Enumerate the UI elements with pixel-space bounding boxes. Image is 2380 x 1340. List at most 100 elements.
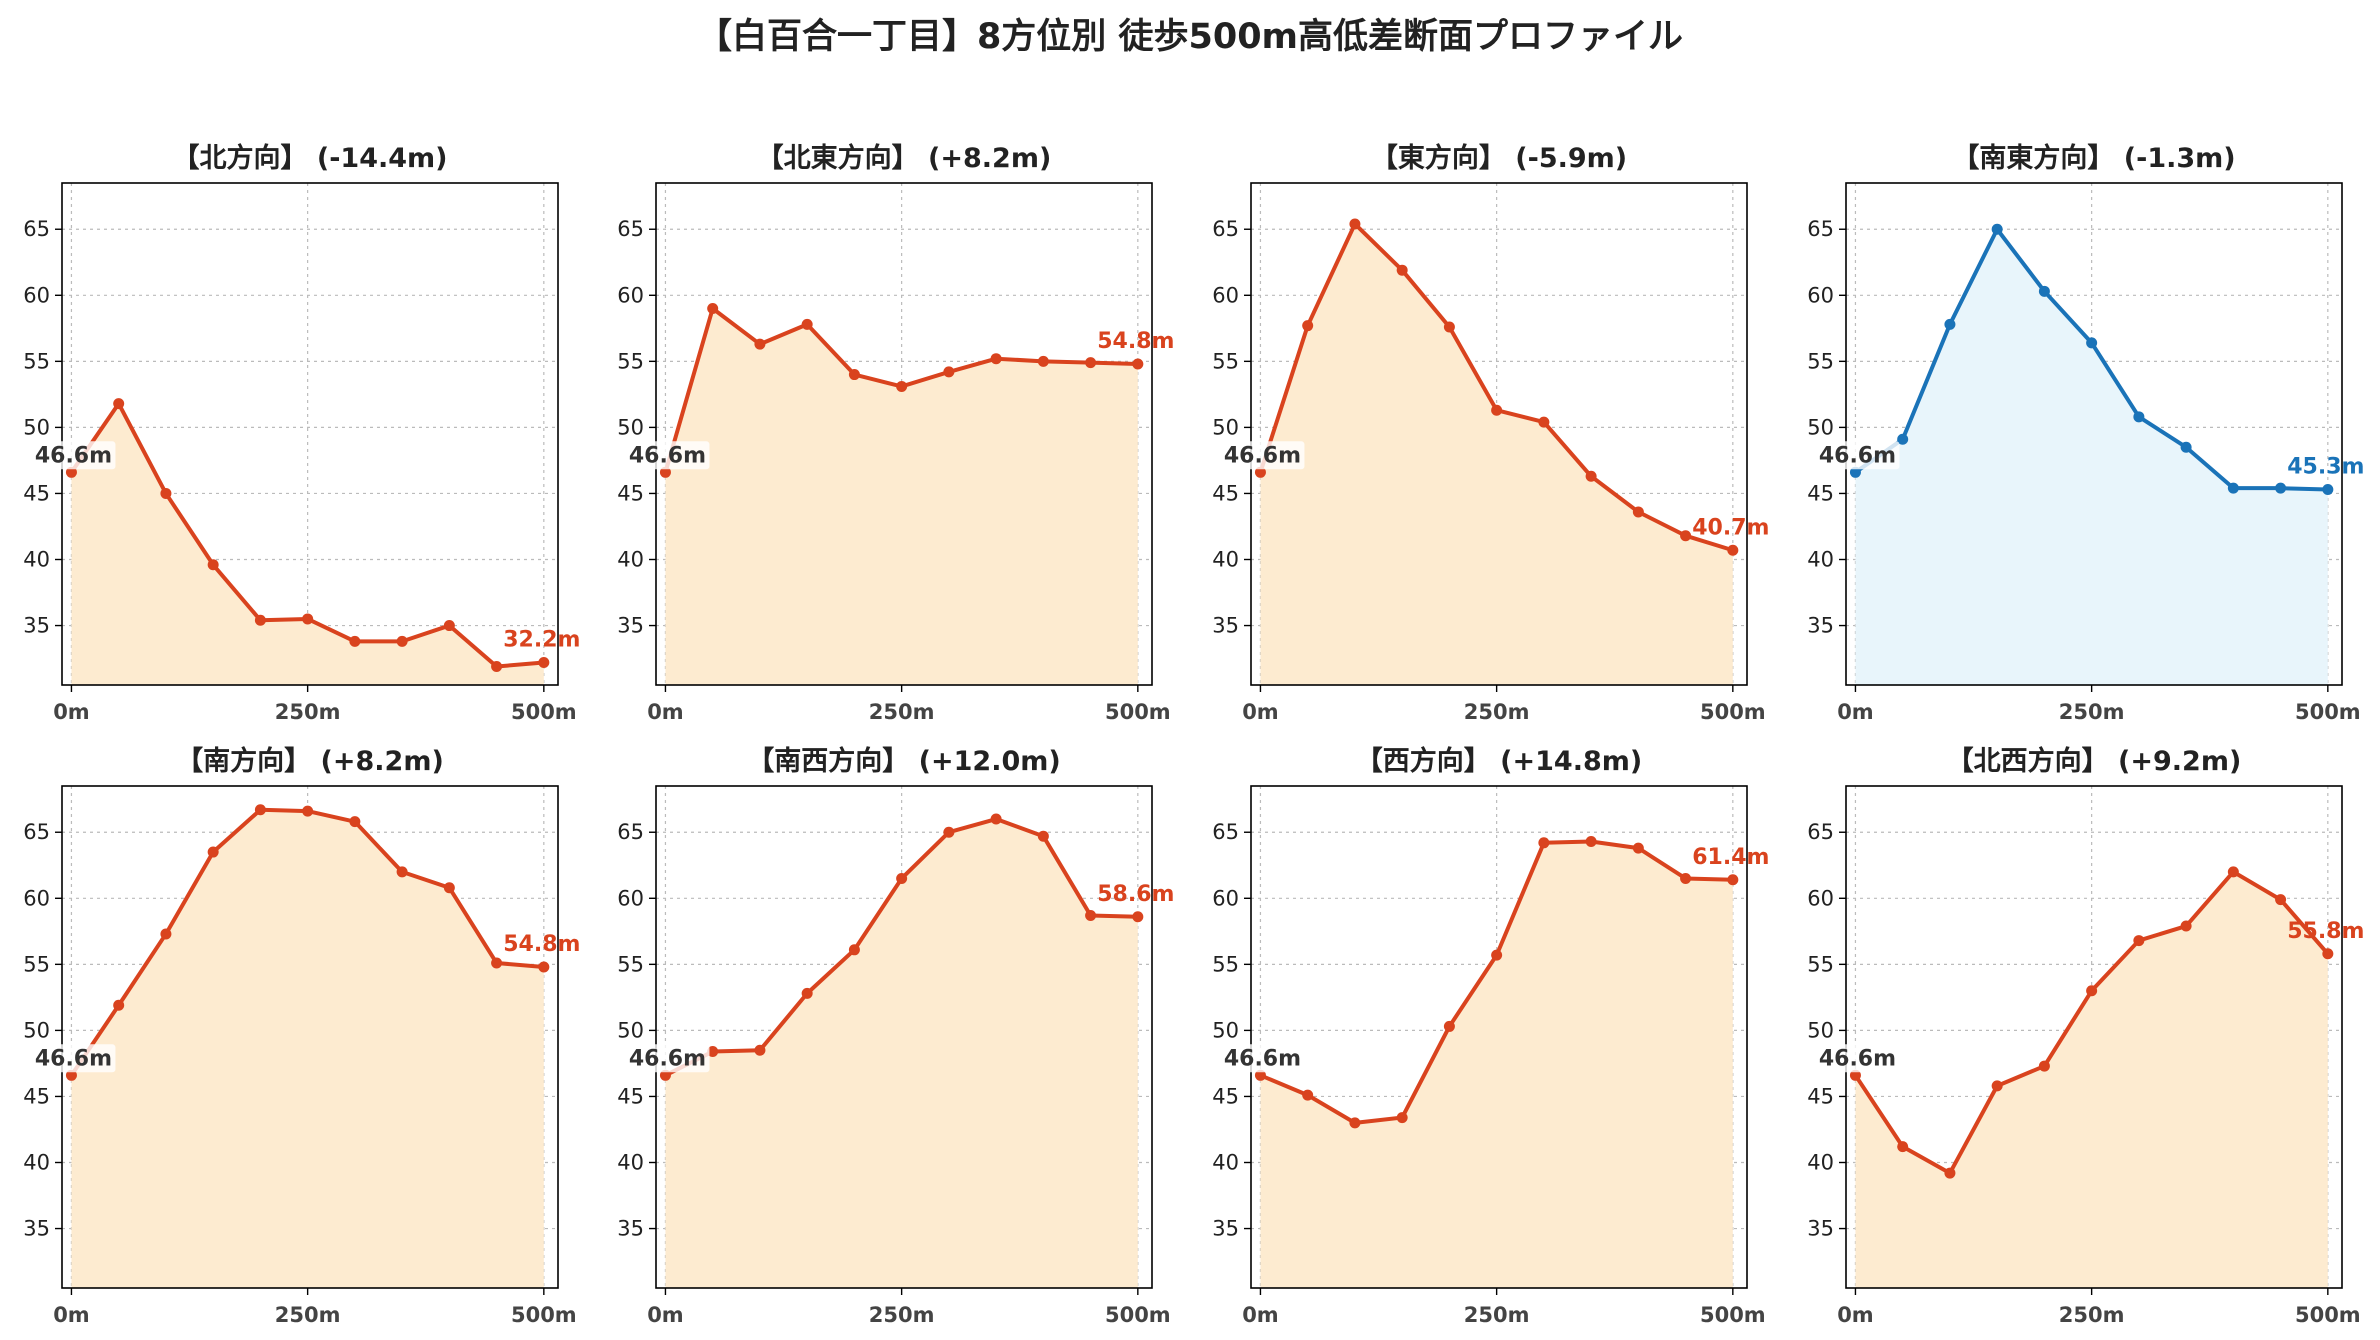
subplot-title: 【北東方向】 (+8.2m) <box>757 142 1052 174</box>
end-elevation-label: 54.8m <box>503 932 580 957</box>
x-tick-label: 500m <box>511 1303 577 1327</box>
y-tick-label: 55 <box>23 349 50 373</box>
data-point <box>1897 1141 1909 1153</box>
y-tick-label: 50 <box>23 415 50 439</box>
data-point <box>443 620 455 632</box>
data-point <box>801 318 813 330</box>
data-point <box>990 813 1002 825</box>
axes-frame <box>1250 785 1748 1289</box>
data-point <box>848 944 860 956</box>
subplot-2: 【北東方向】 (+8.2m) 35 40 45 50 55 60 65 0m 250m 500m 46… <box>617 142 1174 724</box>
data-point <box>1349 218 1361 230</box>
x-tick-label: 250m <box>1464 700 1530 724</box>
y-tick-label: 50 <box>1807 415 1834 439</box>
data-point <box>1396 264 1408 276</box>
axes-frame <box>1845 785 2343 1289</box>
data-point <box>2086 337 2098 349</box>
data-point <box>659 1069 671 1081</box>
data-point <box>1897 433 1909 445</box>
y-tick-label: 60 <box>617 283 644 307</box>
y-tick-label: 35 <box>23 1217 50 1241</box>
x-tick-label: 0m <box>53 1303 90 1327</box>
y-tick-label: 50 <box>1807 1018 1834 1042</box>
axes-frame <box>61 785 559 1289</box>
end-elevation-label: 61.4m <box>1692 845 1769 870</box>
y-tick-label: 35 <box>23 614 50 638</box>
y-tick-label: 65 <box>1212 820 1239 844</box>
y-tick-label: 35 <box>1807 1217 1834 1241</box>
data-point <box>113 398 125 410</box>
y-tick-label: 40 <box>23 548 50 572</box>
data-point <box>1396 1112 1408 1124</box>
y-tick-label: 35 <box>617 614 644 638</box>
data-point <box>1538 837 1550 849</box>
y-tick-label: 35 <box>1212 1217 1239 1241</box>
x-tick-label: 0m <box>1242 700 1279 724</box>
data-point <box>2086 985 2098 997</box>
subplot-1: 【北方向】 (-14.4m) 35 40 45 50 55 60 65 0m 250m 500m 46… <box>23 142 580 724</box>
subplot-8: 【北西方向】 (+9.2m) 35 40 45 50 55 60 65 0m 250m 500m 46… <box>1807 745 2364 1327</box>
data-point <box>1302 1089 1314 1101</box>
y-tick-label: 65 <box>23 217 50 241</box>
y-tick-label: 50 <box>617 1018 644 1042</box>
data-point <box>2038 285 2050 297</box>
y-tick-label: 40 <box>1807 548 1834 572</box>
y-tick-label: 65 <box>617 217 644 241</box>
data-point <box>707 1046 719 1058</box>
data-point <box>1991 223 2003 235</box>
y-tick-label: 45 <box>617 481 644 505</box>
data-point <box>2133 411 2145 423</box>
axes-frame <box>61 182 559 686</box>
y-tick-label: 65 <box>23 820 50 844</box>
area-fill <box>1260 223 1733 685</box>
data-point <box>1132 911 1144 923</box>
start-elevation-label: 46.6m <box>629 1046 706 1071</box>
y-tick-label: 55 <box>1212 952 1239 976</box>
data-point <box>2133 935 2145 947</box>
start-elevation-label: 46.6m <box>629 443 706 468</box>
data-point <box>302 805 314 817</box>
subplot-6: 【南西方向】 (+12.0m) 35 40 45 50 55 60 65 0m 250m 500m 4… <box>617 745 1174 1327</box>
data-point <box>491 661 503 673</box>
data-point <box>1491 949 1503 961</box>
data-point <box>160 928 172 940</box>
data-point <box>754 1044 766 1056</box>
subplot-title: 【北西方向】 (+9.2m) <box>1947 745 2242 777</box>
data-point <box>207 846 219 858</box>
data-point <box>1254 1069 1266 1081</box>
subplot-4: 【南東方向】 (-1.3m) 35 40 45 50 55 60 65 0m 250m 500m 46… <box>1807 142 2364 724</box>
x-tick-label: 0m <box>1242 1303 1279 1327</box>
start-label-backdrop <box>627 441 710 470</box>
data-point <box>349 816 361 828</box>
data-point <box>1349 1117 1361 1129</box>
end-elevation-label: 55.8m <box>2287 919 2364 944</box>
x-tick-label: 250m <box>275 1303 341 1327</box>
start-label-backdrop <box>1817 441 1900 470</box>
data-point <box>1132 358 1144 370</box>
start-label-backdrop <box>627 1044 710 1073</box>
data-point <box>1302 320 1314 332</box>
start-elevation-label: 46.6m <box>1819 1046 1896 1071</box>
data-point <box>1944 1167 1956 1179</box>
data-point <box>848 369 860 381</box>
x-tick-label: 500m <box>1105 700 1171 724</box>
data-point <box>491 957 503 969</box>
y-tick-label: 55 <box>617 952 644 976</box>
y-tick-label: 60 <box>1212 283 1239 307</box>
area-fill <box>71 403 544 685</box>
data-point <box>1727 874 1739 886</box>
data-point <box>1585 835 1597 847</box>
data-point <box>1632 506 1644 518</box>
x-tick-label: 0m <box>1837 1303 1874 1327</box>
x-tick-label: 0m <box>647 700 684 724</box>
y-tick-label: 45 <box>23 1084 50 1108</box>
y-tick-label: 45 <box>1807 1084 1834 1108</box>
y-tick-label: 65 <box>1807 820 1834 844</box>
y-tick-label: 50 <box>23 1018 50 1042</box>
data-point <box>896 872 908 884</box>
data-point <box>1585 470 1597 482</box>
y-tick-label: 60 <box>23 283 50 307</box>
y-tick-label: 60 <box>23 886 50 910</box>
y-tick-label: 45 <box>1212 1084 1239 1108</box>
data-point <box>754 338 766 350</box>
